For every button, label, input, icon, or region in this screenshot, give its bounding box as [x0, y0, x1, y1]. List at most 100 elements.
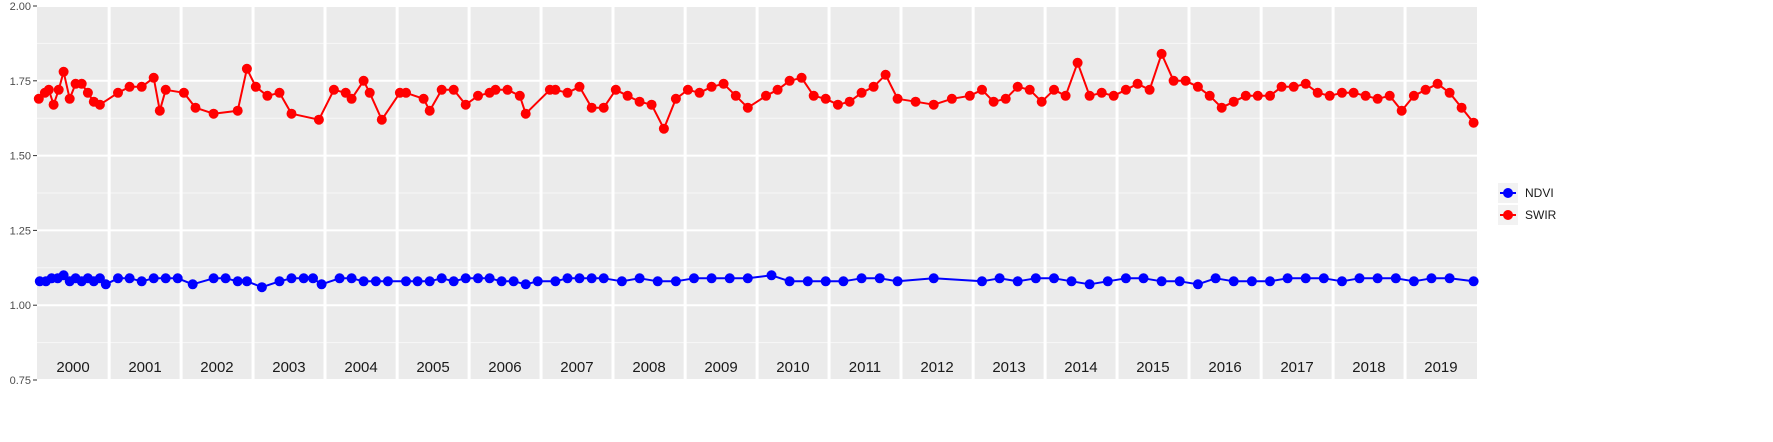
data-point — [1276, 81, 1287, 92]
data-point — [856, 87, 867, 98]
data-point — [1265, 90, 1275, 101]
data-point — [82, 87, 93, 98]
data-point — [124, 81, 135, 92]
data-point — [550, 84, 561, 95]
data-point — [502, 84, 513, 95]
data-point — [1282, 273, 1293, 284]
data-point — [1120, 273, 1131, 284]
data-point — [1468, 117, 1479, 128]
data-point — [124, 273, 135, 284]
year-label: 2001 — [128, 359, 161, 376]
data-point — [1096, 87, 1107, 98]
data-point — [496, 276, 507, 287]
data-point — [113, 87, 123, 98]
data-point — [1066, 276, 1077, 287]
data-point — [328, 84, 339, 95]
data-point — [154, 105, 165, 116]
data-point — [1192, 81, 1203, 92]
year-label: 2006 — [488, 359, 521, 376]
data-point — [1216, 102, 1227, 113]
year-label: 2016 — [1208, 359, 1241, 376]
data-point — [1300, 78, 1311, 89]
data-point — [1228, 276, 1239, 287]
data-point — [977, 84, 987, 95]
data-point — [250, 81, 261, 92]
data-point — [220, 273, 231, 284]
data-point — [766, 270, 777, 281]
data-point — [796, 72, 807, 83]
data-point — [178, 87, 189, 98]
data-point — [514, 90, 525, 101]
data-point — [928, 273, 939, 284]
data-point — [1246, 276, 1257, 287]
data-point — [1156, 276, 1167, 287]
data-point — [1354, 273, 1365, 284]
data-point — [100, 279, 111, 290]
data-point — [808, 90, 819, 101]
data-point — [358, 75, 369, 86]
data-point — [313, 114, 324, 125]
year-label: 2018 — [1352, 359, 1385, 376]
data-point — [64, 93, 75, 104]
y-tick-label: 0.75 — [10, 375, 31, 387]
legend-point — [1503, 188, 1513, 198]
data-point — [1120, 84, 1131, 95]
data-point — [187, 279, 198, 290]
data-point — [190, 102, 201, 113]
year-label: 2019 — [1424, 359, 1457, 376]
data-point — [1036, 96, 1047, 107]
data-point — [448, 84, 459, 95]
data-point — [1168, 75, 1179, 86]
data-point — [598, 102, 609, 113]
data-point — [1252, 90, 1263, 101]
data-point — [520, 279, 531, 290]
year-label: 2002 — [200, 359, 233, 376]
data-point — [988, 96, 999, 107]
data-point — [1396, 105, 1407, 116]
data-point — [436, 273, 447, 284]
data-point — [1408, 276, 1419, 287]
year-label: 2013 — [992, 359, 1025, 376]
data-point — [424, 276, 435, 287]
data-point — [802, 276, 813, 287]
data-point — [670, 93, 681, 104]
data-point — [490, 84, 501, 95]
data-point — [586, 273, 597, 284]
data-point — [562, 273, 573, 284]
data-point — [844, 96, 855, 107]
data-point — [160, 273, 171, 284]
data-point — [730, 90, 741, 101]
data-point — [1156, 48, 1167, 59]
data-point — [1456, 102, 1467, 113]
data-point — [58, 270, 69, 281]
year-label: 2008 — [632, 359, 665, 376]
data-point — [1210, 273, 1221, 284]
data-point — [977, 276, 987, 287]
data-point — [232, 105, 243, 116]
data-point — [1138, 273, 1149, 284]
data-point — [33, 93, 44, 104]
data-point — [1420, 84, 1431, 95]
data-point — [598, 273, 609, 284]
y-axis: 0.75 1.00 1.25 1.50 1.75 2.00 — [10, 1, 37, 387]
data-point — [562, 87, 573, 98]
data-point — [241, 63, 252, 74]
data-point — [946, 93, 957, 104]
data-point — [448, 276, 459, 287]
data-point — [658, 123, 669, 134]
data-point — [274, 87, 285, 98]
data-point — [334, 273, 345, 284]
data-point — [761, 90, 771, 101]
data-point — [634, 96, 645, 107]
data-point — [232, 276, 243, 287]
data-point — [208, 108, 219, 119]
year-label: 2017 — [1280, 359, 1313, 376]
year-label: 2005 — [416, 359, 449, 376]
year-label: 2000 — [56, 359, 89, 376]
data-point — [724, 273, 735, 284]
series-swir — [33, 48, 1479, 134]
data-point — [772, 84, 783, 95]
data-point — [1084, 279, 1095, 290]
data-point — [718, 78, 729, 89]
